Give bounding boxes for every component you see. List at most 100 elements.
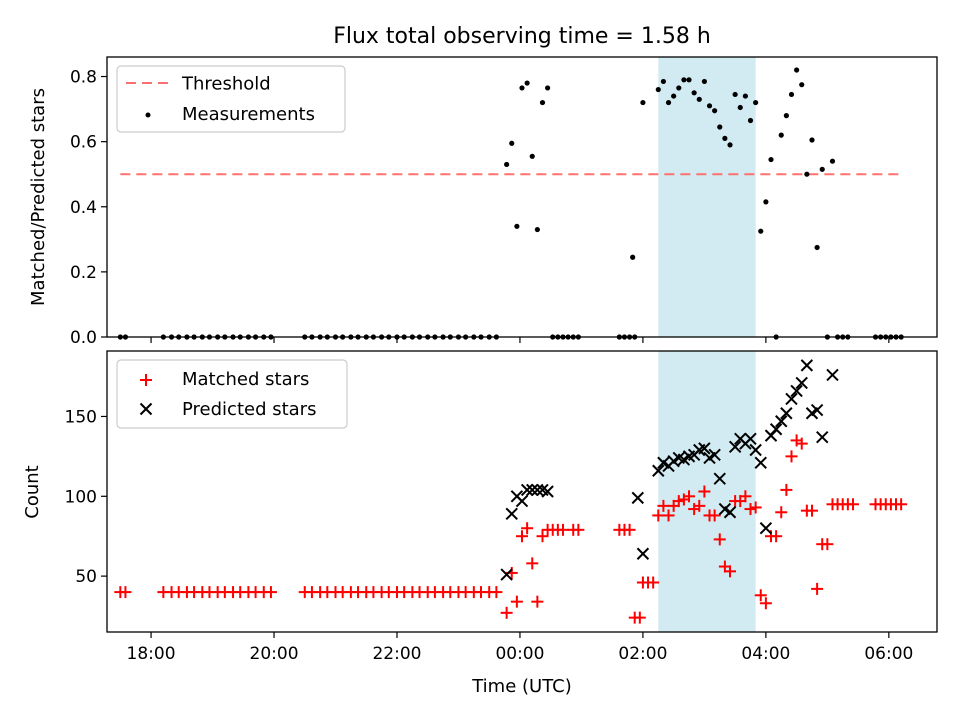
legend-measurements-label: Measurements [182, 104, 315, 125]
legend-matched-label: Matched stars [182, 369, 309, 390]
x-tick-label: 04:00 [741, 644, 790, 664]
bottom-y-axis: 50 100 150 [65, 407, 107, 587]
matched-star-point [785, 450, 798, 463]
predicted-star-point [810, 403, 824, 417]
measurement-point [534, 226, 540, 233]
measurement-point [783, 113, 789, 119]
measurement-point [529, 153, 535, 159]
measurement-point [686, 77, 692, 83]
matched-star-point [521, 522, 534, 535]
x-axis-label: Time (UTC) [471, 676, 572, 697]
legend-predicted-label: Predicted stars [182, 399, 316, 420]
bottom-series [114, 359, 908, 624]
predicted-star-point [816, 431, 829, 444]
top-y-axis: 0.0 0.2 0.4 0.6 0.8 [70, 68, 107, 348]
bottom-panel: 50 100 150 18:00 20:00 22:00 00:00 02:00 04:00 0… [22, 350, 938, 697]
measurement-point [732, 91, 738, 98]
top-y-tick-label: 0.6 [70, 133, 97, 153]
measurement-point [829, 158, 836, 164]
measurement-point [758, 228, 764, 234]
matched-star-point [510, 595, 523, 608]
predicted-star-point [800, 359, 814, 372]
measurement-point [768, 156, 774, 163]
predicted-star-point [795, 376, 808, 390]
measurement-point [545, 85, 551, 91]
measurement-point [539, 99, 546, 106]
matched-star-point [846, 498, 859, 511]
top-y-tick-label: 0.4 [70, 198, 97, 218]
measurement-point [671, 93, 677, 99]
predicted-star-point [708, 448, 721, 461]
measurement-point [727, 142, 733, 148]
predicted-star-point [520, 483, 534, 497]
matched-star-point [780, 483, 793, 496]
measurement-point [753, 99, 759, 106]
measurement-point [722, 135, 728, 141]
matched-star-point [662, 509, 675, 522]
predicted-star-point [500, 568, 513, 581]
bottom-legend: Matched stars Predicted stars [116, 359, 348, 429]
measurement-point [681, 77, 687, 83]
legend-matched-swatch [140, 374, 152, 386]
measurement-point [514, 223, 520, 229]
predicted-star-point [728, 440, 742, 454]
legend-threshold-label: Threshold [181, 74, 271, 95]
predicted-star-point [526, 483, 539, 497]
matched-star-point [490, 586, 503, 599]
matched-star-point [572, 523, 585, 536]
bottom-y-label: Count [22, 465, 43, 518]
measurement-point [660, 78, 667, 85]
measurement-point [524, 80, 530, 86]
chart-title: Flux total observing time = 1.58 h [333, 24, 711, 49]
matched-star-point [744, 503, 757, 516]
x-tick-label: 18:00 [127, 644, 176, 664]
predicted-star-point [541, 485, 554, 498]
predicted-star-point [775, 415, 788, 428]
matched-star-point [805, 504, 818, 517]
matched-star-point [754, 589, 767, 602]
measurement-point [788, 91, 795, 98]
top-y-tick-label: 0.2 [70, 263, 97, 283]
matched-star-point [759, 597, 772, 610]
legend-measurements-swatch [145, 112, 151, 118]
matched-star-point [633, 611, 646, 624]
matched-star-point [708, 509, 721, 522]
matched-star-point [739, 490, 752, 503]
bottom-axes-frame [106, 350, 938, 633]
matched-star-point [811, 582, 824, 595]
bottom-y-tick-label: 50 [75, 567, 97, 587]
matched-star-point [556, 523, 569, 536]
matched-star-point [526, 557, 539, 570]
matched-star-point [713, 533, 726, 546]
measurement-point [655, 86, 661, 93]
measurement-point [742, 93, 748, 99]
bottom-x-axis: 18:00 20:00 22:00 00:00 02:00 04:00 06:00 [127, 632, 913, 664]
x-tick-label: 06:00 [864, 644, 913, 664]
matched-star-point [516, 530, 528, 543]
measurement-point [799, 82, 805, 88]
predicted-star-point [790, 384, 803, 398]
top-y-tick-label: 0.0 [70, 328, 97, 348]
predicted-star-point [780, 407, 793, 420]
measurement-point [691, 90, 697, 96]
matched-star-point [652, 509, 665, 522]
matched-star-point [623, 523, 636, 536]
matched-star-point [536, 530, 549, 543]
bottom-y-tick-label: 100 [65, 487, 97, 507]
measurement-point [712, 108, 718, 114]
predicted-star-point [636, 547, 650, 560]
matched-star-point [724, 565, 737, 578]
matched-star-point [647, 576, 660, 589]
predicted-star-point [515, 494, 529, 508]
predicted-star-point [769, 423, 783, 436]
matched-star-point [500, 606, 513, 619]
predicted-star-point [652, 464, 665, 477]
top-y-tick-label: 0.8 [70, 68, 97, 88]
predicted-star-point [759, 522, 773, 535]
measurement-point [509, 140, 515, 146]
predicted-star-point [744, 432, 757, 446]
matched-star-point [821, 538, 834, 551]
top-y-label: Matched/Predicted stars [28, 88, 49, 306]
top-panel: 0.00.20.40.60.8 Matched/Predicted stars … [28, 56, 938, 348]
